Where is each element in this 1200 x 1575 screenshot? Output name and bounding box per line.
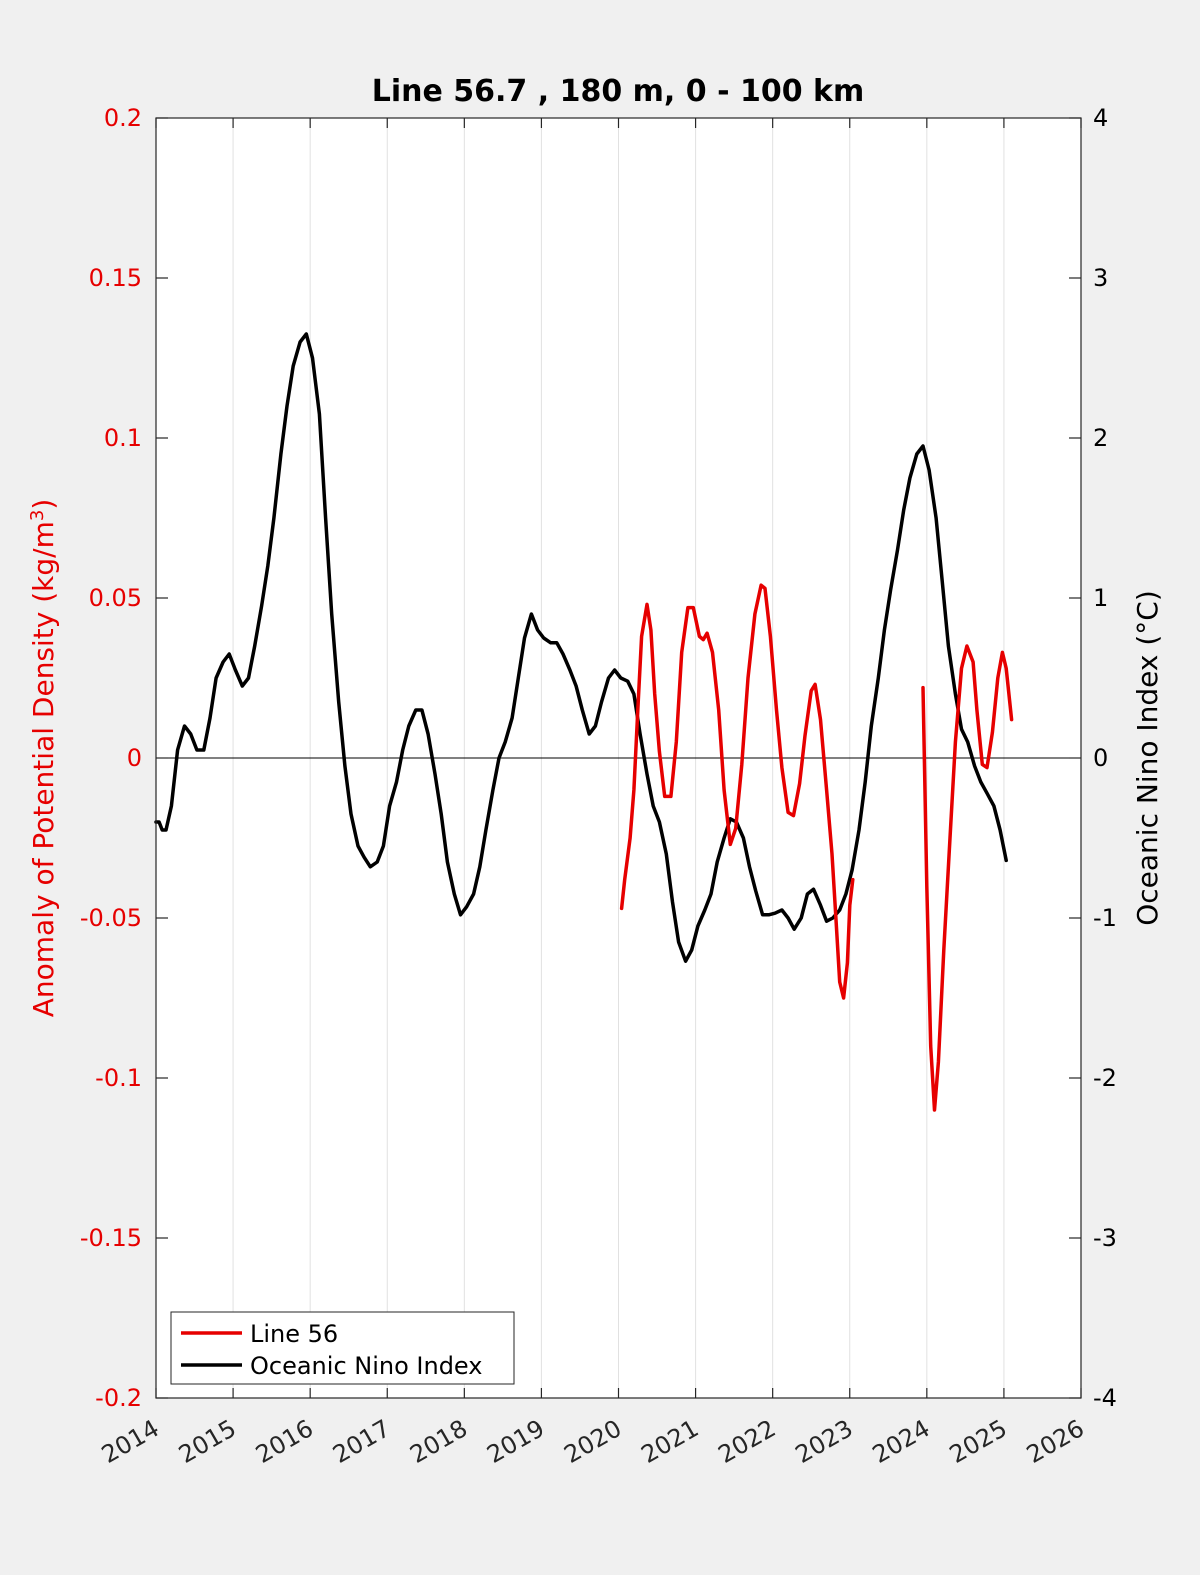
y-left-tick-label: -0.05 <box>80 904 142 932</box>
x-tick-label: 2022 <box>714 1414 781 1469</box>
y-right-tick-label: -4 <box>1093 1384 1117 1412</box>
x-tick-label: 2018 <box>405 1414 472 1469</box>
series-group <box>154 332 1014 1112</box>
x-tick-label: 2017 <box>328 1414 395 1469</box>
series-line56-segment-0 <box>619 583 855 1000</box>
y-right-tick-label: 1 <box>1093 584 1108 612</box>
y-left-tick-label: -0.15 <box>80 1224 142 1252</box>
y-right-tick-label: 2 <box>1093 424 1108 452</box>
y-axis-right-label: Oceanic Nino Index (°C) <box>1131 590 1164 926</box>
y-left-tick-label: -0.2 <box>95 1384 142 1412</box>
y-right-tick-label: 0 <box>1093 744 1108 772</box>
y-left-tick-label: 0.05 <box>89 584 142 612</box>
y-axis-left-label: Anomaly of Potential Density (kg/m3) <box>27 499 61 1018</box>
x-tick-label: 2026 <box>1022 1414 1089 1469</box>
y-left-tick-label: 0.2 <box>104 104 142 132</box>
y-left-tick-label: 0 <box>127 744 142 772</box>
y-right-tick-label: 4 <box>1093 104 1108 132</box>
y-right-tick-label: 3 <box>1093 264 1108 292</box>
legend-label-line56: Line 56 <box>250 1320 338 1348</box>
x-tick-label: 2024 <box>868 1414 935 1469</box>
legend-box <box>170 1311 515 1385</box>
y-left-tick-label: 0.1 <box>104 424 142 452</box>
x-tick-label: 2023 <box>791 1414 858 1469</box>
y-axis-left: -0.2 -0.15 -0.1 -0.05 0 0.05 0.1 0.15 0.2 <box>80 104 168 1412</box>
x-tick-label: 2015 <box>174 1414 241 1469</box>
y-left-tick-label: 0.15 <box>89 264 142 292</box>
x-tick-label: 2014 <box>97 1414 164 1469</box>
x-tick-label: 2016 <box>251 1414 318 1469</box>
y-axis-right: -4 -3 -2 -1 0 1 2 3 4 <box>1069 104 1117 1412</box>
x-tick-label: 2021 <box>636 1414 703 1469</box>
y-right-tick-label: -3 <box>1093 1224 1117 1252</box>
x-tick-label: 2025 <box>945 1414 1012 1469</box>
y-right-tick-label: -1 <box>1093 904 1117 932</box>
y-right-tick-label: -2 <box>1093 1064 1117 1092</box>
legend: Line 56 Oceanic Nino Index <box>170 1311 515 1385</box>
series-line56-segment-1 <box>921 644 1014 1112</box>
x-tick-label: 2019 <box>482 1414 549 1469</box>
chart-title: Line 56.7 , 180 m, 0 - 100 km <box>372 74 865 109</box>
y-left-tick-label: -0.1 <box>95 1064 142 1092</box>
legend-label-oni: Oceanic Nino Index <box>250 1352 482 1380</box>
series-oni-segment-0 <box>154 332 1008 963</box>
x-tick-label: 2020 <box>559 1414 626 1469</box>
